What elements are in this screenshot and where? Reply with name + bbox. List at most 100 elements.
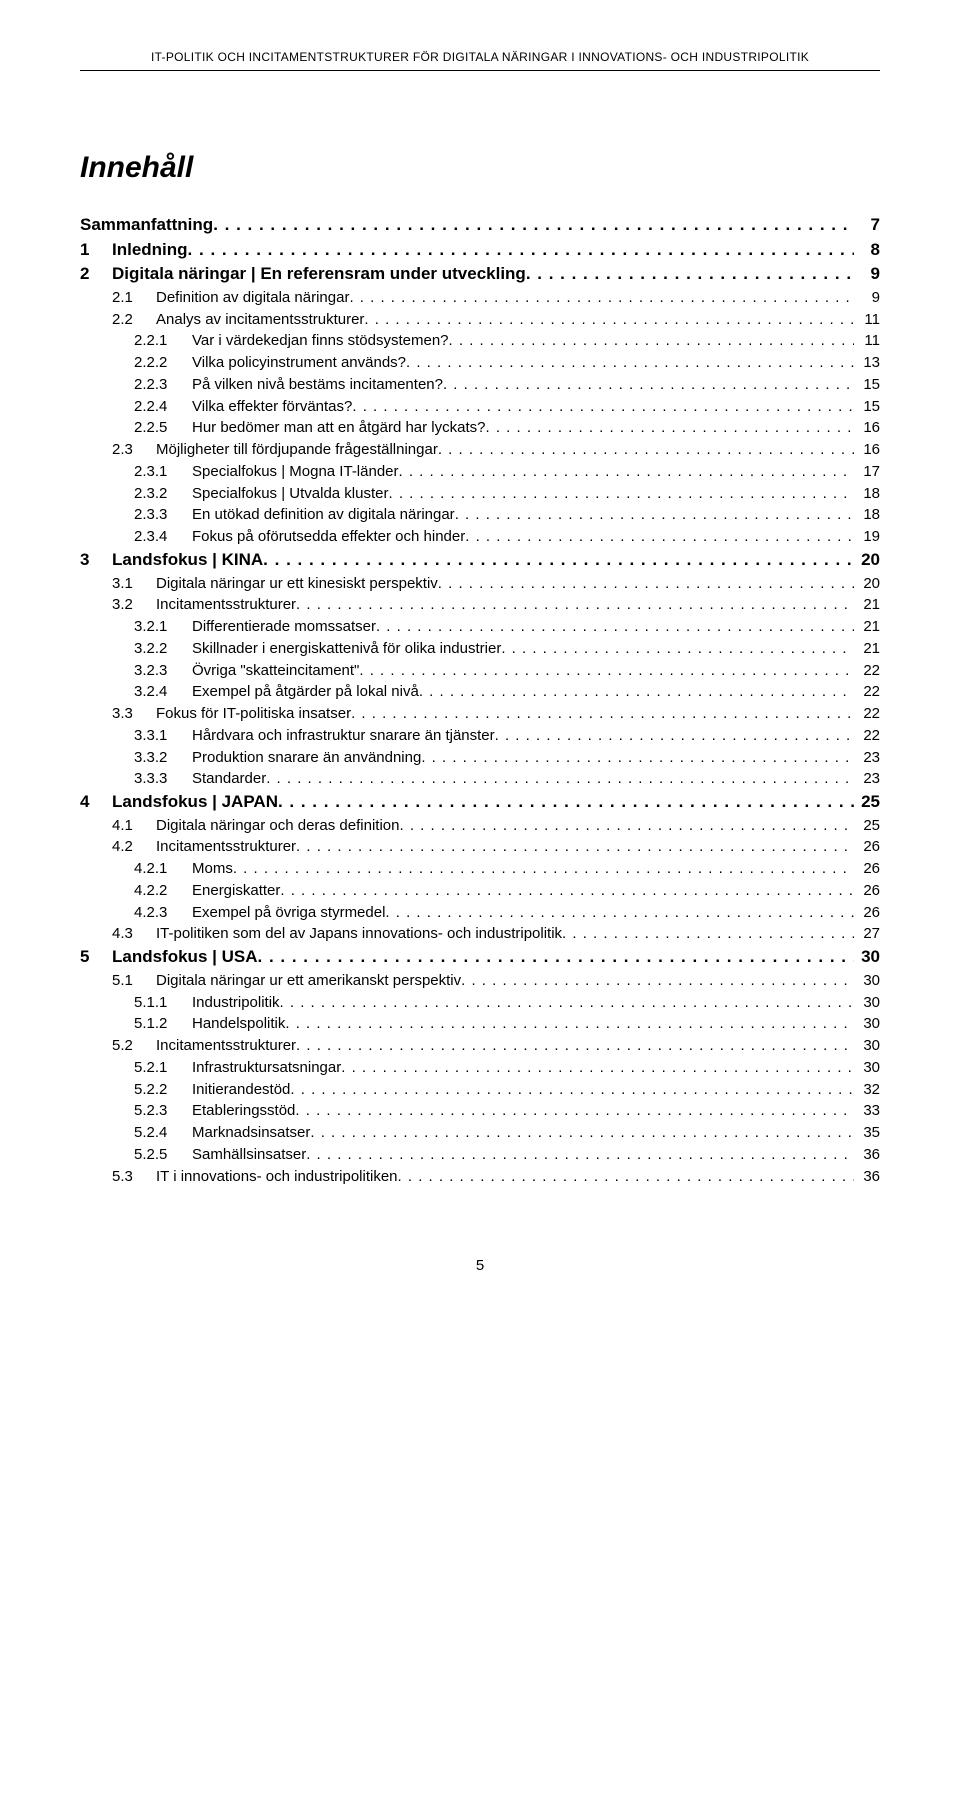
toc-page: 35	[854, 1122, 880, 1144]
toc-number: 3	[80, 548, 112, 573]
toc-title: Innehåll	[80, 151, 880, 185]
toc-number: 3.2.3	[134, 660, 192, 682]
toc-page: 25	[854, 790, 880, 815]
toc-label: Specialfokus | Utvalda kluster	[192, 483, 389, 505]
toc-page: 18	[854, 483, 880, 505]
toc-leader	[296, 594, 854, 616]
toc-label: Energiskatter	[192, 880, 280, 902]
toc-label: Incitamentsstrukturer	[156, 1035, 296, 1057]
toc-number: 2.1	[112, 287, 156, 309]
toc-page: 26	[854, 858, 880, 880]
toc-leader	[278, 790, 854, 815]
toc-row: 3.1Digitala näringar ur ett kinesiskt pe…	[80, 573, 880, 595]
toc-label: På vilken nivå bestäms incitamenten?	[192, 374, 443, 396]
toc-number: 5.2.2	[134, 1079, 192, 1101]
toc-label: IT-politiken som del av Japans innovatio…	[156, 923, 562, 945]
toc-page: 7	[854, 213, 880, 238]
toc-number: 5.3	[112, 1166, 156, 1188]
toc-number: 5	[80, 945, 112, 970]
toc-leader	[306, 1144, 854, 1166]
toc-row: 4.2Incitamentsstrukturer26	[80, 836, 880, 858]
toc-page: 15	[854, 396, 880, 418]
toc-row: 3.2.1Differentierade momssatser21	[80, 616, 880, 638]
toc-page: 20	[854, 548, 880, 573]
toc-page: 33	[854, 1100, 880, 1122]
toc-leader	[310, 1122, 854, 1144]
toc-row: 3.2Incitamentsstrukturer21	[80, 594, 880, 616]
toc-page: 26	[854, 902, 880, 924]
toc-label: Moms	[192, 858, 233, 880]
toc-number: 1	[80, 238, 112, 263]
toc-leader	[359, 660, 854, 682]
toc-label: Digitala näringar ur ett kinesiskt persp…	[156, 573, 438, 595]
toc-leader	[233, 858, 854, 880]
toc-row: 5.2.1Infrastruktursatsningar30	[80, 1057, 880, 1079]
toc-row: 3.3Fokus för IT-politiska insatser22	[80, 703, 880, 725]
toc-row: Sammanfattning 7	[80, 213, 880, 238]
toc-label: Var i värdekedjan finns stödsystemen?	[192, 330, 449, 352]
toc-number: 5.2.4	[134, 1122, 192, 1144]
toc-number: 3.2.2	[134, 638, 192, 660]
toc-leader	[280, 992, 854, 1014]
toc-label: Analys av incitamentsstrukturer	[156, 309, 364, 331]
toc-row: 5.3IT i innovations- och industripolitik…	[80, 1166, 880, 1188]
toc-label: Inledning	[112, 238, 188, 263]
toc-number: 2.2	[112, 309, 156, 331]
toc-leader	[443, 374, 854, 396]
toc-page: 8	[854, 238, 880, 263]
toc-page: 19	[854, 526, 880, 548]
toc-page: 30	[854, 992, 880, 1014]
toc-page: 27	[854, 923, 880, 945]
toc-number: 3.3.1	[134, 725, 192, 747]
toc-number: 2.3	[112, 439, 156, 461]
toc-leader	[419, 681, 854, 703]
toc-row: 2.2.3På vilken nivå bestäms incitamenten…	[80, 374, 880, 396]
toc-label: Landsfokus | JAPAN	[112, 790, 278, 815]
toc-leader	[399, 461, 854, 483]
toc-leader	[213, 213, 854, 238]
toc-leader	[562, 923, 854, 945]
toc-row: 5.1Digitala näringar ur ett amerikanskt …	[80, 970, 880, 992]
toc-label: Digitala näringar ur ett amerikanskt per…	[156, 970, 461, 992]
toc-number: 3.3.2	[134, 747, 192, 769]
toc-label: Landsfokus | USA	[112, 945, 258, 970]
toc-label: Industripolitik	[192, 992, 280, 1014]
toc-page: 22	[854, 681, 880, 703]
toc-number: 2.3.2	[134, 483, 192, 505]
toc-number: 2.2.3	[134, 374, 192, 396]
toc-page: 22	[854, 703, 880, 725]
toc-page: 26	[854, 880, 880, 902]
toc-leader	[296, 836, 854, 858]
toc-row: 3.3.3Standarder23	[80, 768, 880, 790]
toc-label: Digitala näringar och deras definition	[156, 815, 399, 837]
toc-row: 5.2Incitamentsstrukturer30	[80, 1035, 880, 1057]
toc-number: 2	[80, 262, 112, 287]
toc-page: 36	[854, 1166, 880, 1188]
toc-page: 22	[854, 725, 880, 747]
table-of-contents: Sammanfattning 7 1Inledning 8 2 Digitala näri…	[80, 213, 880, 1187]
toc-row: 3.2.3Övriga "skatteincitament"22	[80, 660, 880, 682]
toc-row: 5.2.5Samhällsinsatser36	[80, 1144, 880, 1166]
toc-row: 4.2.2Energiskatter26	[80, 880, 880, 902]
toc-number: 4.2.3	[134, 902, 192, 924]
toc-leader	[438, 439, 854, 461]
toc-number: 4.2	[112, 836, 156, 858]
toc-number: 4.1	[112, 815, 156, 837]
toc-number: 5.2.1	[134, 1057, 192, 1079]
toc-leader	[290, 1079, 854, 1101]
toc-leader	[351, 703, 854, 725]
toc-number: 2.3.4	[134, 526, 192, 548]
toc-number: 5.1.1	[134, 992, 192, 1014]
toc-number: 5.2.5	[134, 1144, 192, 1166]
toc-label: Handelspolitik	[192, 1013, 285, 1035]
toc-page: 9	[854, 287, 880, 309]
toc-label: Sammanfattning	[80, 213, 213, 238]
toc-row: 2.3.4Fokus på oförutsedda effekter och h…	[80, 526, 880, 548]
toc-page: 13	[854, 352, 880, 374]
toc-leader	[349, 287, 854, 309]
toc-leader	[295, 1100, 854, 1122]
toc-row: 2.1Definition av digitala näringar9	[80, 287, 880, 309]
toc-row: 2.3.1Specialfokus | Mogna IT-länder17	[80, 461, 880, 483]
toc-leader	[266, 768, 854, 790]
toc-page: 36	[854, 1144, 880, 1166]
